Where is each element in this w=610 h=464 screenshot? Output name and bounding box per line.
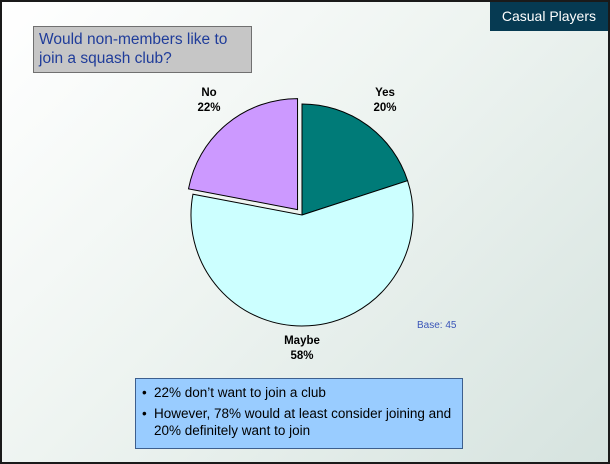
pie-slice-no [187,98,299,211]
slice-label-no: No 22% [197,87,220,114]
base-note: Base: 45 [417,320,457,331]
slice-label-yes: Yes 20% [373,87,396,114]
finding-item: 22% don’t want to join a club [142,384,456,401]
question-box: Would non-members like to join a squash … [33,26,252,73]
pie-slice-yes [301,103,409,216]
slice-label-maybe: Maybe 58% [284,335,320,362]
finding-item: However, 78% would at least consider joi… [142,405,456,439]
findings-box: 22% don’t want to join a club However, 7… [135,378,463,449]
segment-badge: Casual Players [489,2,608,31]
pie-slice-maybe [190,180,414,327]
